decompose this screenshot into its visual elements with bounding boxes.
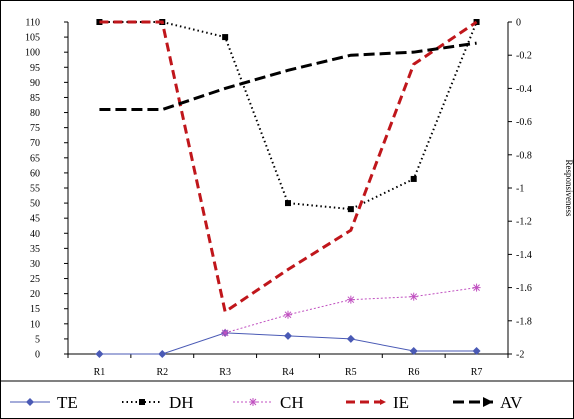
y-left-tick-label: 35 — [30, 244, 40, 255]
y-left-tick-label: 85 — [30, 93, 40, 104]
series-te-point — [284, 331, 292, 340]
y-left-tick-label: 80 — [30, 108, 40, 119]
y-right-tick-label: -0.2 — [516, 51, 532, 62]
series-ch-point-stroke — [221, 329, 229, 337]
x-tick-label: R3 — [219, 367, 231, 378]
series-ch-point — [472, 283, 481, 292]
y-right-tick-label: -1.2 — [516, 217, 532, 228]
y-left-tick-label: 10 — [30, 319, 40, 330]
series-ch-point-stroke — [473, 284, 480, 291]
series-dh-point — [222, 34, 229, 41]
y-left-tick-label: 20 — [30, 289, 40, 300]
series-te-point — [158, 350, 167, 358]
series-dh-point — [410, 175, 417, 182]
legend-label-av: AV — [500, 393, 523, 412]
x-tick-label: R6 — [408, 367, 420, 378]
legend-marker-ie — [380, 399, 386, 405]
series-te-point — [95, 350, 104, 358]
series-ch-point-stroke — [410, 293, 418, 301]
series-ch-point — [409, 292, 418, 301]
legend-marker-av — [483, 397, 493, 407]
series-ch-point — [346, 295, 355, 304]
x-tick-label: R5 — [345, 367, 357, 378]
y-left-tick-label: 50 — [30, 199, 40, 210]
series-ch-point-stroke — [284, 311, 292, 319]
legend-item-ch: CH — [233, 393, 304, 412]
legend-label-ch: CH — [280, 393, 304, 412]
series-ch-point — [284, 310, 292, 319]
legend-item-dh: DH — [122, 393, 194, 412]
y-left-tick-label: 95 — [30, 63, 40, 74]
y-right-tick-label: -1.4 — [516, 250, 532, 261]
y-left-tick-label: 15 — [30, 304, 40, 315]
y-right-tick-label: -1 — [516, 184, 524, 195]
series-ch-point — [221, 328, 230, 337]
y-left-tick-label: 60 — [30, 168, 40, 179]
x-tick-label: R4 — [282, 367, 294, 378]
series-ie — [99, 20, 478, 315]
y-left-tick-label: 100 — [25, 48, 40, 59]
y-left-tick-label: 90 — [30, 78, 40, 89]
series-ch-point-stroke — [347, 296, 355, 304]
y-left-tick-label: 105 — [25, 33, 40, 44]
legend-marker-ch — [249, 398, 257, 406]
y-left-tick-label: 5 — [35, 334, 40, 345]
series-av-line — [99, 41, 477, 112]
legend-marker-ch-stroke — [249, 398, 257, 406]
legend-marker-dh — [139, 399, 145, 405]
y-left-tick-label: 0 — [35, 350, 40, 361]
line-chart: 0 5 10 15 20 25 30 35 40 45 50 55 60 65 70 75 80 85 90 95 10… — [25, 18, 574, 379]
chart-legend: TE DH CH IE AV — [0, 380, 574, 412]
series-dh-point — [347, 206, 354, 213]
series-dh-point — [285, 200, 291, 207]
legend-marker-te — [26, 398, 34, 406]
y-left-tick-label: 40 — [30, 229, 40, 240]
series-dh — [96, 19, 480, 213]
series-av — [99, 41, 477, 112]
series-te-point — [409, 346, 418, 355]
series-ie-line — [99, 20, 478, 315]
y-right-tick-label: -0.8 — [516, 150, 532, 161]
y-left-tick-label: 25 — [30, 274, 40, 285]
x-tick-label: R2 — [156, 367, 168, 378]
y-right-tick-label: -1.6 — [516, 283, 532, 294]
y-left-tick-label: 110 — [25, 18, 40, 29]
legend-item-ie: IE — [346, 393, 409, 412]
y-left-tick-label: 55 — [30, 184, 40, 195]
y-right-tick-label: 0 — [516, 18, 521, 29]
series-te-point — [346, 334, 355, 343]
legend-label-dh: DH — [169, 393, 194, 412]
legend-label-te: TE — [57, 393, 78, 412]
legend-label-ie: IE — [393, 393, 409, 412]
y-left-tick-label: 45 — [30, 214, 40, 225]
y-left-tick-label: 75 — [30, 123, 40, 134]
series-te-point — [472, 346, 481, 355]
legend-item-te: TE — [10, 393, 78, 412]
y-left-tick-label: 70 — [30, 138, 40, 149]
series-ch — [221, 283, 481, 337]
legend-item-av: AV — [453, 393, 523, 412]
y-left-tick-label: 65 — [30, 153, 40, 164]
x-tick-label: R1 — [94, 367, 106, 378]
y-right-tick-label: -1.8 — [516, 316, 532, 327]
y-right-tick-label: -2 — [516, 350, 524, 361]
y-right-tick-label: -0.6 — [516, 117, 532, 128]
y-right-axis-label: Responsiveness — [564, 160, 574, 217]
x-tick-label: R7 — [471, 367, 483, 378]
series-ch-line — [225, 287, 477, 334]
y-right-tick-label: -0.4 — [516, 84, 532, 95]
y-left-tick-label: 30 — [30, 259, 40, 270]
